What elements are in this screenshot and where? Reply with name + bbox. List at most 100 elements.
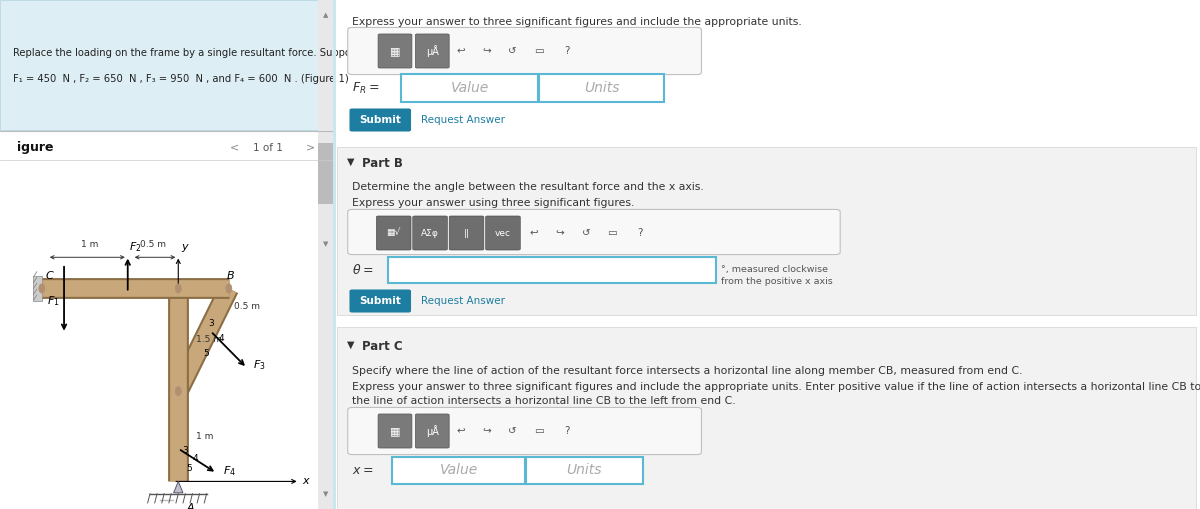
Text: ?: ? xyxy=(564,46,570,56)
Text: Request Answer: Request Answer xyxy=(421,296,505,306)
FancyBboxPatch shape xyxy=(348,408,702,455)
Text: ▲: ▲ xyxy=(323,12,329,18)
Text: °, measured clockwise
from the positive x axis: °, measured clockwise from the positive … xyxy=(721,265,833,286)
Text: Express your answer using three significant figures.: Express your answer using three signific… xyxy=(352,198,635,208)
Text: μÅ: μÅ xyxy=(426,425,439,437)
Text: igure: igure xyxy=(17,141,53,154)
Circle shape xyxy=(226,284,232,293)
Text: the line of action intersects a horizontal line CB to the left from end C.: the line of action intersects a horizont… xyxy=(352,396,736,406)
Text: ?: ? xyxy=(637,228,643,238)
FancyBboxPatch shape xyxy=(401,74,539,102)
Bar xyxy=(334,0,336,509)
FancyBboxPatch shape xyxy=(349,108,412,131)
Bar xyxy=(34,276,42,301)
Text: Part B: Part B xyxy=(361,157,402,170)
Text: ▼: ▼ xyxy=(347,340,354,350)
Text: Submit: Submit xyxy=(359,296,401,306)
Text: Express your answer to three significant figures and include the appropriate uni: Express your answer to three significant… xyxy=(352,382,1200,392)
Text: ▭: ▭ xyxy=(534,426,544,436)
Text: Determine the angle between the resultant force and the x axis.: Determine the angle between the resultan… xyxy=(352,182,704,192)
Text: μÅ: μÅ xyxy=(426,45,439,57)
Text: B: B xyxy=(227,271,234,281)
Text: $\theta =$: $\theta =$ xyxy=(352,263,373,277)
FancyBboxPatch shape xyxy=(527,457,642,484)
Polygon shape xyxy=(174,482,182,493)
Text: 1 m: 1 m xyxy=(197,432,214,441)
FancyBboxPatch shape xyxy=(389,257,716,283)
Text: ↪: ↪ xyxy=(482,46,491,56)
Text: ?: ? xyxy=(564,426,570,436)
Text: ↪: ↪ xyxy=(556,228,564,238)
FancyBboxPatch shape xyxy=(415,34,449,68)
Text: 4: 4 xyxy=(192,454,198,463)
Text: x: x xyxy=(302,476,308,487)
Text: ▼: ▼ xyxy=(323,241,329,247)
Text: ▼: ▼ xyxy=(323,491,329,497)
Text: ▦√: ▦√ xyxy=(386,229,401,238)
FancyBboxPatch shape xyxy=(378,414,412,448)
Text: Request Answer: Request Answer xyxy=(421,115,505,125)
Text: 1 m: 1 m xyxy=(82,240,98,249)
FancyBboxPatch shape xyxy=(378,34,412,68)
Text: F₁ = 450  N , F₂ = 650  N , F₃ = 950  N , and F₄ = 600  N . (Figure 1): F₁ = 450 N , F₂ = 650 N , F₃ = 950 N , a… xyxy=(13,74,349,84)
Bar xyxy=(0,0,334,130)
Text: $F_1$: $F_1$ xyxy=(47,294,60,308)
Text: ΑΣφ: ΑΣφ xyxy=(421,229,439,238)
Text: ▼: ▼ xyxy=(347,157,354,167)
Text: 5: 5 xyxy=(186,464,192,473)
Text: 1.5 m: 1.5 m xyxy=(197,335,222,344)
Text: ▭: ▭ xyxy=(534,46,544,56)
Text: $F_3$: $F_3$ xyxy=(253,358,265,372)
Text: ↩: ↩ xyxy=(529,228,539,238)
Text: vec: vec xyxy=(494,229,511,238)
Text: 1 of 1: 1 of 1 xyxy=(253,143,283,153)
Text: Replace the loading on the frame by a single resultant force. Suppose that: Replace the loading on the frame by a si… xyxy=(13,48,386,59)
Text: <: < xyxy=(229,143,239,153)
Text: ▦: ▦ xyxy=(390,46,401,56)
FancyBboxPatch shape xyxy=(539,74,664,102)
Text: 3: 3 xyxy=(209,319,215,328)
FancyBboxPatch shape xyxy=(486,216,521,250)
Bar xyxy=(337,327,1195,509)
Text: 5: 5 xyxy=(204,349,209,358)
Text: ↺: ↺ xyxy=(508,46,517,56)
Text: 3: 3 xyxy=(182,446,188,455)
Text: A: A xyxy=(186,503,194,509)
Text: C: C xyxy=(46,271,54,281)
FancyBboxPatch shape xyxy=(449,216,484,250)
Text: Express your answer to three significant figures and include the appropriate uni: Express your answer to three significant… xyxy=(352,17,802,27)
Text: $F_R =$: $F_R =$ xyxy=(352,80,379,96)
Circle shape xyxy=(175,284,181,293)
Circle shape xyxy=(175,386,181,395)
Text: 4: 4 xyxy=(218,334,224,344)
FancyBboxPatch shape xyxy=(349,290,412,313)
Text: y: y xyxy=(181,242,187,251)
Circle shape xyxy=(38,284,44,293)
Text: 0.5 m: 0.5 m xyxy=(140,240,166,249)
Text: Units: Units xyxy=(584,81,619,95)
FancyBboxPatch shape xyxy=(415,414,449,448)
Text: 0.5 m: 0.5 m xyxy=(234,302,260,311)
Bar xyxy=(318,143,334,204)
Text: ↺: ↺ xyxy=(508,426,517,436)
Text: $x =$: $x =$ xyxy=(352,464,373,476)
Text: Specify where the line of action of the resultant force intersects a horizontal : Specify where the line of action of the … xyxy=(352,366,1022,376)
Text: ↩: ↩ xyxy=(456,426,464,436)
Bar xyxy=(337,147,1195,315)
Text: Submit: Submit xyxy=(359,115,401,125)
Text: Value: Value xyxy=(439,464,478,477)
Text: ▭: ▭ xyxy=(607,228,617,238)
Text: $F_2$: $F_2$ xyxy=(130,241,142,254)
Text: ↺: ↺ xyxy=(582,228,590,238)
FancyBboxPatch shape xyxy=(348,27,702,74)
Text: Units: Units xyxy=(566,464,602,477)
Bar xyxy=(318,0,334,509)
FancyBboxPatch shape xyxy=(413,216,448,250)
Text: ▦: ▦ xyxy=(390,426,401,436)
Text: Value: Value xyxy=(450,81,488,95)
FancyBboxPatch shape xyxy=(348,210,840,254)
Text: $F_4$: $F_4$ xyxy=(223,465,235,478)
Text: Part C: Part C xyxy=(361,340,402,353)
FancyBboxPatch shape xyxy=(377,216,412,250)
FancyBboxPatch shape xyxy=(392,457,526,484)
